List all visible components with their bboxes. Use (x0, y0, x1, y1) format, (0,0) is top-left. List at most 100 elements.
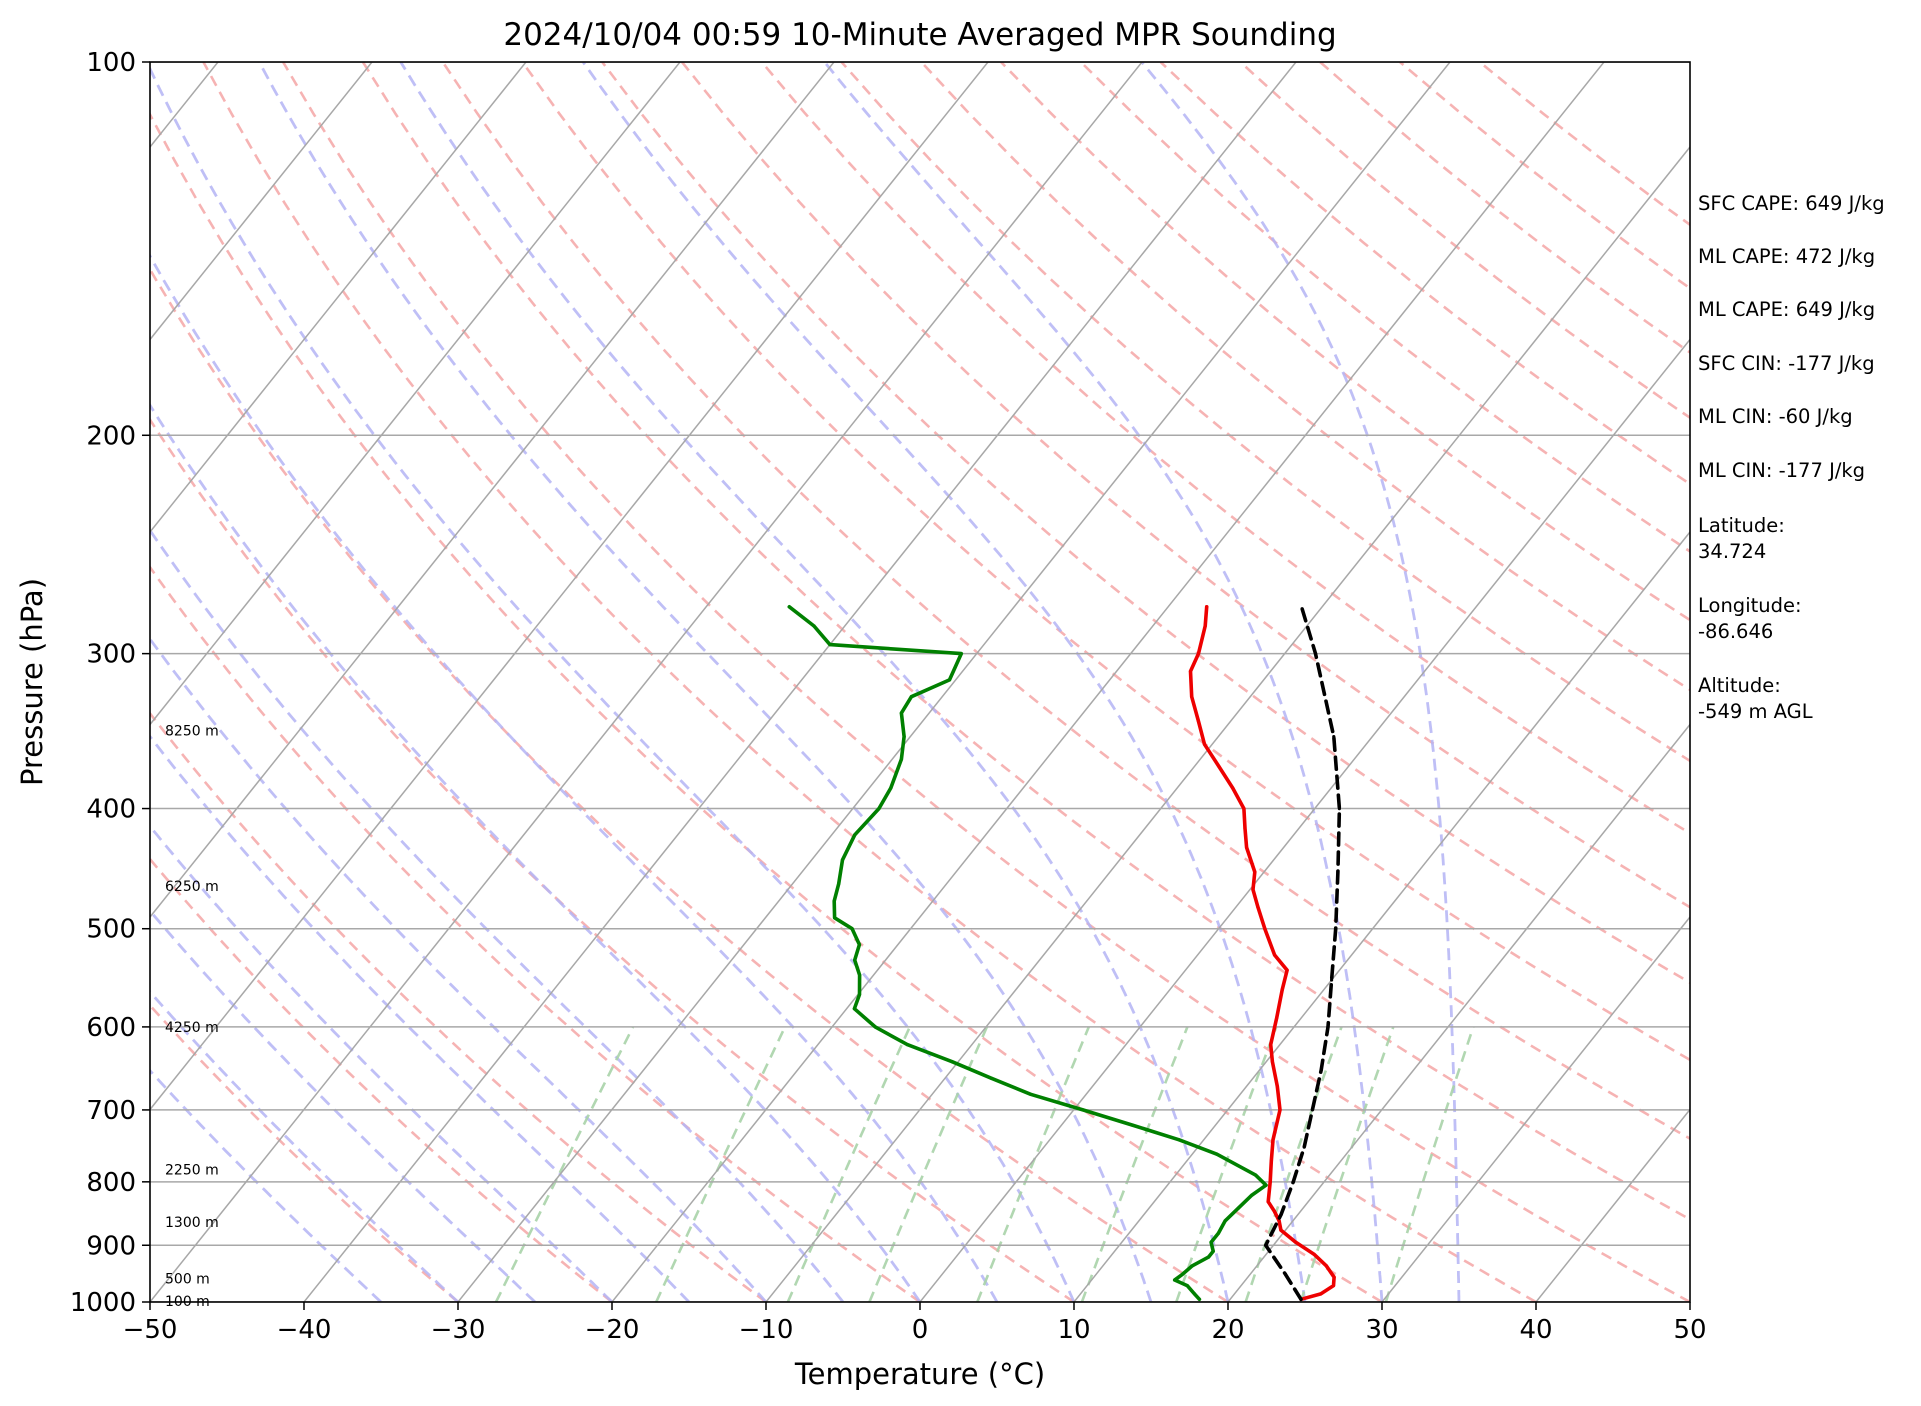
x-axis-ticks: −50 −40 −30 −20 −10 0 10 20 30 40 50 (123, 1302, 1707, 1345)
x-tick-label: 0 (912, 1315, 929, 1345)
dewpoint-point (812, 624, 816, 628)
height-label: 2250 m (165, 1163, 219, 1179)
dewpoint-point (1223, 1219, 1227, 1223)
temperature-point (1245, 845, 1249, 850)
height-label: 500 m (165, 1271, 210, 1287)
isotherm-line (1073, 530, 1690, 1302)
isotherm-line (457, 62, 1451, 1302)
temperature-point (1278, 1108, 1282, 1112)
dewpoint-point (832, 899, 836, 903)
temperature-point (1332, 1275, 1336, 1279)
dewpoint-point (857, 943, 862, 947)
isotherm-line (150, 62, 835, 919)
temperature-point (1217, 765, 1221, 769)
parcel-point (1326, 1025, 1330, 1029)
y-tick-label: 300 (86, 640, 136, 670)
stats-line: ML CIN: -177 J/kg (1698, 459, 1865, 482)
isotherm-line (150, 62, 1143, 1302)
temperature-point (1268, 1180, 1272, 1184)
moist-adiabat-line (399, 62, 1230, 1302)
isobar-grid (150, 62, 1690, 1302)
stats-line: Latitude: (1698, 514, 1785, 537)
temperature-point (1253, 870, 1257, 874)
moist-adiabat-line (581, 62, 1307, 1302)
dewpoint-point (1216, 1231, 1220, 1235)
temperature-point (1243, 826, 1247, 831)
dewpoint-point (909, 695, 914, 699)
y-tick-label: 200 (86, 421, 136, 451)
height-label: 4250 m (165, 1020, 219, 1036)
dewpoint-point (1236, 1206, 1240, 1210)
height-label: 6250 m (165, 879, 219, 895)
dewpoint-point (1177, 1138, 1181, 1142)
dewpoint-point (840, 858, 845, 862)
dewpoint-point (959, 652, 963, 656)
y-tick-label: 600 (86, 1013, 136, 1043)
dry-adiabat-line (150, 266, 1229, 1302)
parcel-point (1334, 927, 1338, 931)
x-tick-label: −50 (123, 1315, 178, 1345)
dewpoint-point (989, 1076, 993, 1080)
temperature-point (1275, 1084, 1279, 1088)
height-label: 1300 m (165, 1215, 219, 1231)
y-tick-label: 500 (86, 915, 136, 945)
parcel-trace (1263, 606, 1342, 1302)
temperature-point (1263, 927, 1267, 931)
temperature-point (1269, 1043, 1273, 1047)
parcel-point (1310, 1108, 1314, 1112)
moist-adiabat-line (150, 636, 768, 1302)
dry-adiabat-line (150, 417, 1075, 1302)
parcel-point (1337, 807, 1341, 811)
temperature-point (1269, 1159, 1273, 1163)
dewpoint-point (853, 958, 857, 962)
parcel-point (1264, 1243, 1268, 1247)
mixing-ratio-line (1384, 1026, 1475, 1302)
parcel-point (1279, 1212, 1283, 1217)
temperature-point (1280, 988, 1284, 992)
mixing-ratio-line (786, 1026, 911, 1302)
temperature-point (1275, 1016, 1279, 1020)
x-tick-label: 20 (1211, 1315, 1244, 1345)
temperature-point (1205, 605, 1209, 609)
stats-line: ML CIN: -60 J/kg (1698, 405, 1853, 428)
dry-adiabat-line (601, 62, 1690, 985)
isotherm-line (1227, 723, 1690, 1302)
mixing-ratio-line (976, 1026, 1091, 1302)
mixing-ratio-line (1080, 1026, 1189, 1302)
temperature-trace (1188, 605, 1336, 1302)
parcel-point (1299, 1297, 1303, 1301)
temperature-point (1270, 1060, 1274, 1064)
dewpoint-point (1215, 1152, 1219, 1156)
parcel-point (1330, 978, 1334, 982)
y-tick-label: 400 (86, 795, 136, 825)
y-tick-label: 800 (86, 1168, 136, 1198)
dewpoint-point (905, 1043, 909, 1047)
temperature-point (1196, 719, 1200, 723)
height-label: 100 m (165, 1294, 210, 1310)
dewpoint-point (853, 833, 857, 837)
moist-adiabat-line (150, 527, 845, 1302)
dry-adiabat-line (150, 565, 921, 1302)
dewpoint-point (1197, 1297, 1201, 1301)
temperature-point (1324, 1264, 1328, 1268)
x-tick-label: 10 (1057, 1315, 1090, 1345)
dry-adiabat-line (150, 111, 1383, 1302)
temperature-point (1231, 786, 1235, 790)
dewpoint-point (858, 973, 862, 977)
dry-adiabat-line (1000, 62, 1690, 622)
dewpoint-point (787, 605, 791, 609)
isotherm-line (150, 62, 527, 534)
height-label: 8250 m (165, 723, 219, 739)
stats-line: ML CAPE: 472 J/kg (1698, 245, 1875, 268)
stats-line: SFC CIN: -177 J/kg (1698, 352, 1875, 375)
dewpoint-point (889, 786, 893, 790)
y-axis-ticks: 100 200 300 400 500 600 700 800 900 1000 (70, 48, 150, 1318)
temperature-point (1196, 652, 1201, 656)
parcel-point (1332, 735, 1336, 739)
dewpoint-point (1250, 1193, 1254, 1197)
dewpoint-point (1173, 1278, 1177, 1282)
dewpoint-point (873, 1025, 877, 1029)
isotherm-line (303, 62, 1297, 1302)
x-tick-label: −10 (739, 1315, 794, 1345)
